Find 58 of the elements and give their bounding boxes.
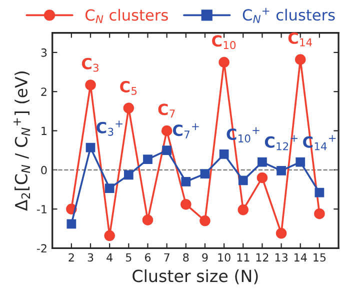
y-tick-label: -1	[36, 205, 46, 214]
y-axis-title: Δ$_{2}$[C$_{N}$ / C$_{N}$$^{+}$] (eV)	[14, 72, 30, 211]
y-tick-label: 0	[41, 166, 47, 174]
legend-label: C$_{N}$ clusters	[86, 8, 168, 24]
annotation: C$_{3}$$^{+}$	[96, 120, 122, 136]
point	[258, 157, 267, 167]
point	[66, 219, 76, 229]
x-tick-label: 12	[256, 253, 268, 262]
annotation: C$_{10}$	[212, 35, 236, 50]
point	[86, 142, 96, 152]
legend-label: C$_{N}$$^{+}$ clusters	[242, 8, 335, 23]
x-tick-label: 6	[144, 253, 151, 262]
point	[85, 80, 96, 90]
x-axis-title: Cluster size (N)	[132, 269, 258, 284]
point	[296, 157, 306, 167]
x-tick-label: 7	[164, 253, 170, 262]
point	[124, 170, 134, 180]
point	[161, 125, 172, 136]
x-tick-label: 4	[106, 253, 112, 262]
annotation: C$_{7}$$^{+}$	[172, 123, 199, 138]
point	[256, 172, 268, 184]
point	[200, 215, 210, 226]
y-tick-label: 1	[42, 126, 46, 135]
x-tick-label: 3	[88, 253, 94, 262]
x-tick-label: 9	[202, 253, 208, 262]
point	[314, 208, 325, 220]
point	[294, 54, 306, 65]
y-tick-label: 2	[41, 88, 46, 96]
point	[238, 176, 248, 186]
point	[238, 204, 249, 216]
point	[104, 230, 115, 242]
point	[162, 146, 172, 155]
point	[181, 176, 191, 186]
point	[218, 56, 230, 68]
x-tick-label: 11	[237, 253, 250, 262]
point	[200, 169, 210, 178]
annotation: C$_{3}$	[82, 58, 98, 72]
x-tick-label: 13	[275, 253, 288, 262]
point	[276, 228, 287, 239]
point	[142, 214, 154, 226]
point	[219, 150, 229, 159]
x-tick-label: 2	[68, 253, 74, 262]
x-tick-label: 8	[183, 253, 189, 262]
x-tick-label: 14	[294, 253, 307, 262]
point	[123, 102, 134, 114]
x-tick-label: 10	[218, 253, 230, 262]
x-tick-label: 15	[314, 253, 326, 262]
annotation: C$_{7}$	[158, 104, 175, 118]
annotation: C$_{14}$	[288, 32, 312, 46]
point	[314, 188, 324, 198]
point	[143, 154, 152, 164]
point	[180, 198, 192, 210]
y-tick-label: -2	[36, 244, 46, 252]
point	[276, 166, 286, 176]
y-tick-label: 3	[41, 48, 47, 57]
point	[104, 184, 114, 193]
x-tick-label: 5	[126, 253, 132, 262]
annotation: C$_{5}$	[120, 80, 137, 95]
